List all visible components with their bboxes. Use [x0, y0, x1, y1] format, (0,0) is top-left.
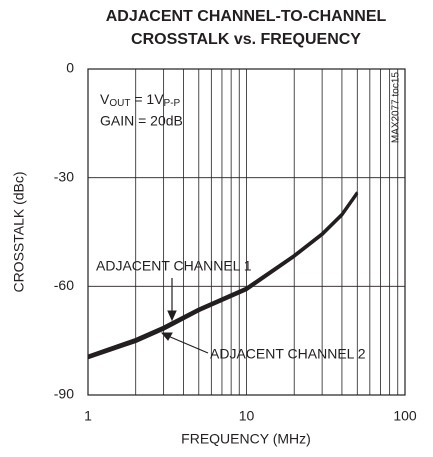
text: V	[100, 91, 110, 107]
x-tick-label: 10	[239, 408, 255, 424]
arrowhead	[167, 310, 177, 322]
chart-title: CROSSTALK vs. FREQUENCY	[131, 31, 361, 48]
y-axis-label: CROSSTALK (dBc)	[11, 171, 27, 292]
arrow	[167, 335, 209, 354]
x-tick-label: 100	[393, 408, 417, 424]
arrowhead	[160, 332, 173, 341]
text: P-P	[164, 98, 181, 109]
chart-title: ADJACENT CHANNEL-TO-CHANNEL	[106, 8, 387, 25]
arrows	[160, 278, 209, 354]
annotation: GAIN = 20dB	[100, 113, 183, 129]
x-tick-label: 1	[84, 408, 92, 424]
series-label: ADJACENT CHANNEL 1	[96, 258, 252, 274]
y-tick-label: -30	[54, 168, 74, 184]
series-line	[87, 191, 359, 358]
text: = 1V	[130, 91, 164, 107]
plot-frame	[87, 68, 406, 396]
y-tick-label: -90	[54, 386, 74, 402]
series-line	[87, 192, 359, 360]
x-axis-label: FREQUENCY (MHz)	[181, 431, 311, 447]
series-label: ADJACENT CHANNEL 2	[210, 346, 366, 362]
y-tick-label: -60	[54, 277, 74, 293]
text: OUT	[109, 98, 130, 109]
annotation: MAX2077 toc15	[391, 72, 402, 144]
y-tick-label: 0	[66, 60, 74, 76]
annotation: VOUT = 1VP-P	[100, 91, 181, 109]
